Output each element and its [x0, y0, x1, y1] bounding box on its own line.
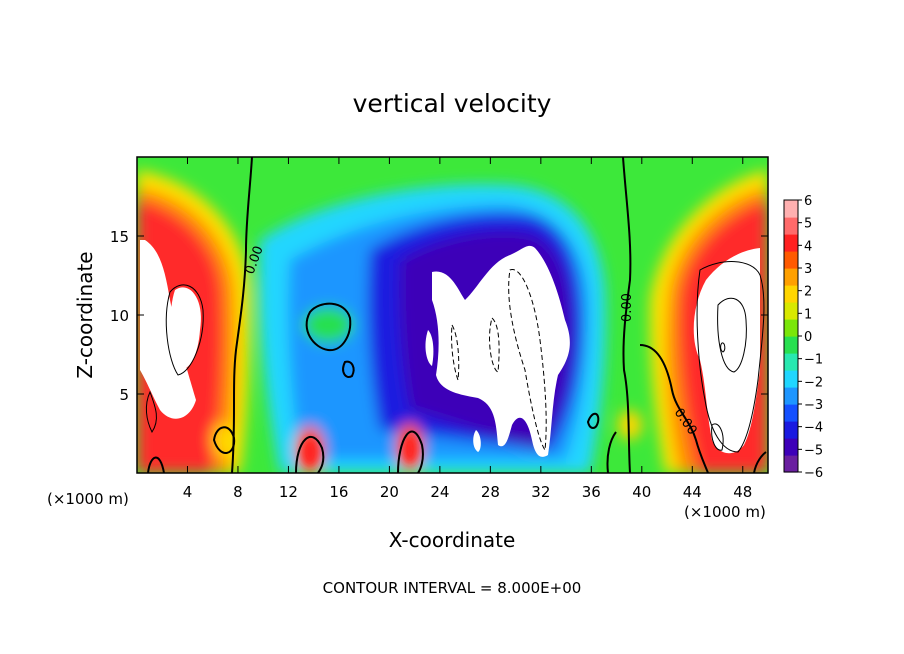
x-tick-label: 24 [430, 483, 449, 501]
colorbar-swatch [784, 421, 798, 439]
colorbar-swatch [784, 370, 798, 388]
colorbar-swatch [784, 319, 798, 337]
colorbar-label: −2 [804, 375, 823, 390]
colorbar-label: 1 [804, 307, 812, 322]
colorbar-label: 6 [804, 194, 812, 209]
colorbar-label: −1 [804, 353, 823, 368]
y-axis: 5 10 15 [110, 228, 768, 404]
x-unit-label: (×1000 m) [47, 490, 129, 508]
colorbar-swatch [784, 438, 798, 456]
y-tick-label: 10 [110, 307, 129, 325]
colorbar-swatch [784, 455, 798, 473]
colorbar-label: −3 [804, 398, 823, 413]
x-tick-label: 40 [632, 483, 651, 501]
x-tick-label: 16 [329, 483, 348, 501]
colorbar-label: 3 [804, 262, 812, 277]
colorbar-label: 0 [804, 330, 812, 345]
colorbar-label: −6 [804, 466, 823, 481]
contour-label-right: 0.00 [620, 293, 635, 322]
x-tick-label: 36 [582, 483, 601, 501]
x-unit-label-right: (×1000 m) [684, 503, 766, 521]
x-tick-label: 32 [531, 483, 550, 501]
colorbar-label: −4 [804, 421, 823, 436]
colorbar-swatch [784, 217, 798, 235]
colorbar-swatch [784, 353, 798, 371]
colorbar-swatch [784, 302, 798, 320]
colorbar-label: −5 [804, 443, 823, 458]
y-axis-label: Z-coordinate [73, 251, 97, 378]
y-tick-label: 15 [110, 228, 129, 246]
y-tick-label: 5 [119, 386, 129, 404]
velocity-field [137, 157, 768, 473]
colorbar-label: 4 [804, 239, 812, 254]
colorbar-swatch [784, 251, 798, 269]
x-tick-label: 20 [380, 483, 399, 501]
x-axis: 4 8 12 16 20 24 28 32 36 40 44 48 [183, 157, 752, 501]
colorbar-label: 5 [804, 217, 812, 232]
chart-title: vertical velocity [353, 89, 552, 118]
colorbar-swatch [784, 387, 798, 405]
x-tick-label: 4 [183, 483, 193, 501]
colorbar-swatch [784, 336, 798, 354]
colorbar-label: 2 [804, 285, 812, 300]
x-tick-label: 28 [481, 483, 500, 501]
colorbar-swatch [784, 404, 798, 422]
colorbar-swatch [784, 200, 798, 218]
x-tick-label: 8 [233, 483, 243, 501]
colorbar-swatch [784, 268, 798, 286]
x-axis-label: X-coordinate [389, 528, 516, 552]
x-tick-label: 44 [683, 483, 702, 501]
contour-interval-note: CONTOUR INTERVAL = 8.000E+00 [323, 579, 582, 597]
x-tick-label: 48 [733, 483, 752, 501]
colorbar-swatch [784, 285, 798, 303]
x-tick-label: 12 [279, 483, 298, 501]
colorbar-swatch [784, 234, 798, 252]
colorbar: 6 5 4 3 2 1 0 −1 −2 −3 −4 −5 −6 [783, 194, 823, 481]
contour-lines [145, 157, 767, 473]
